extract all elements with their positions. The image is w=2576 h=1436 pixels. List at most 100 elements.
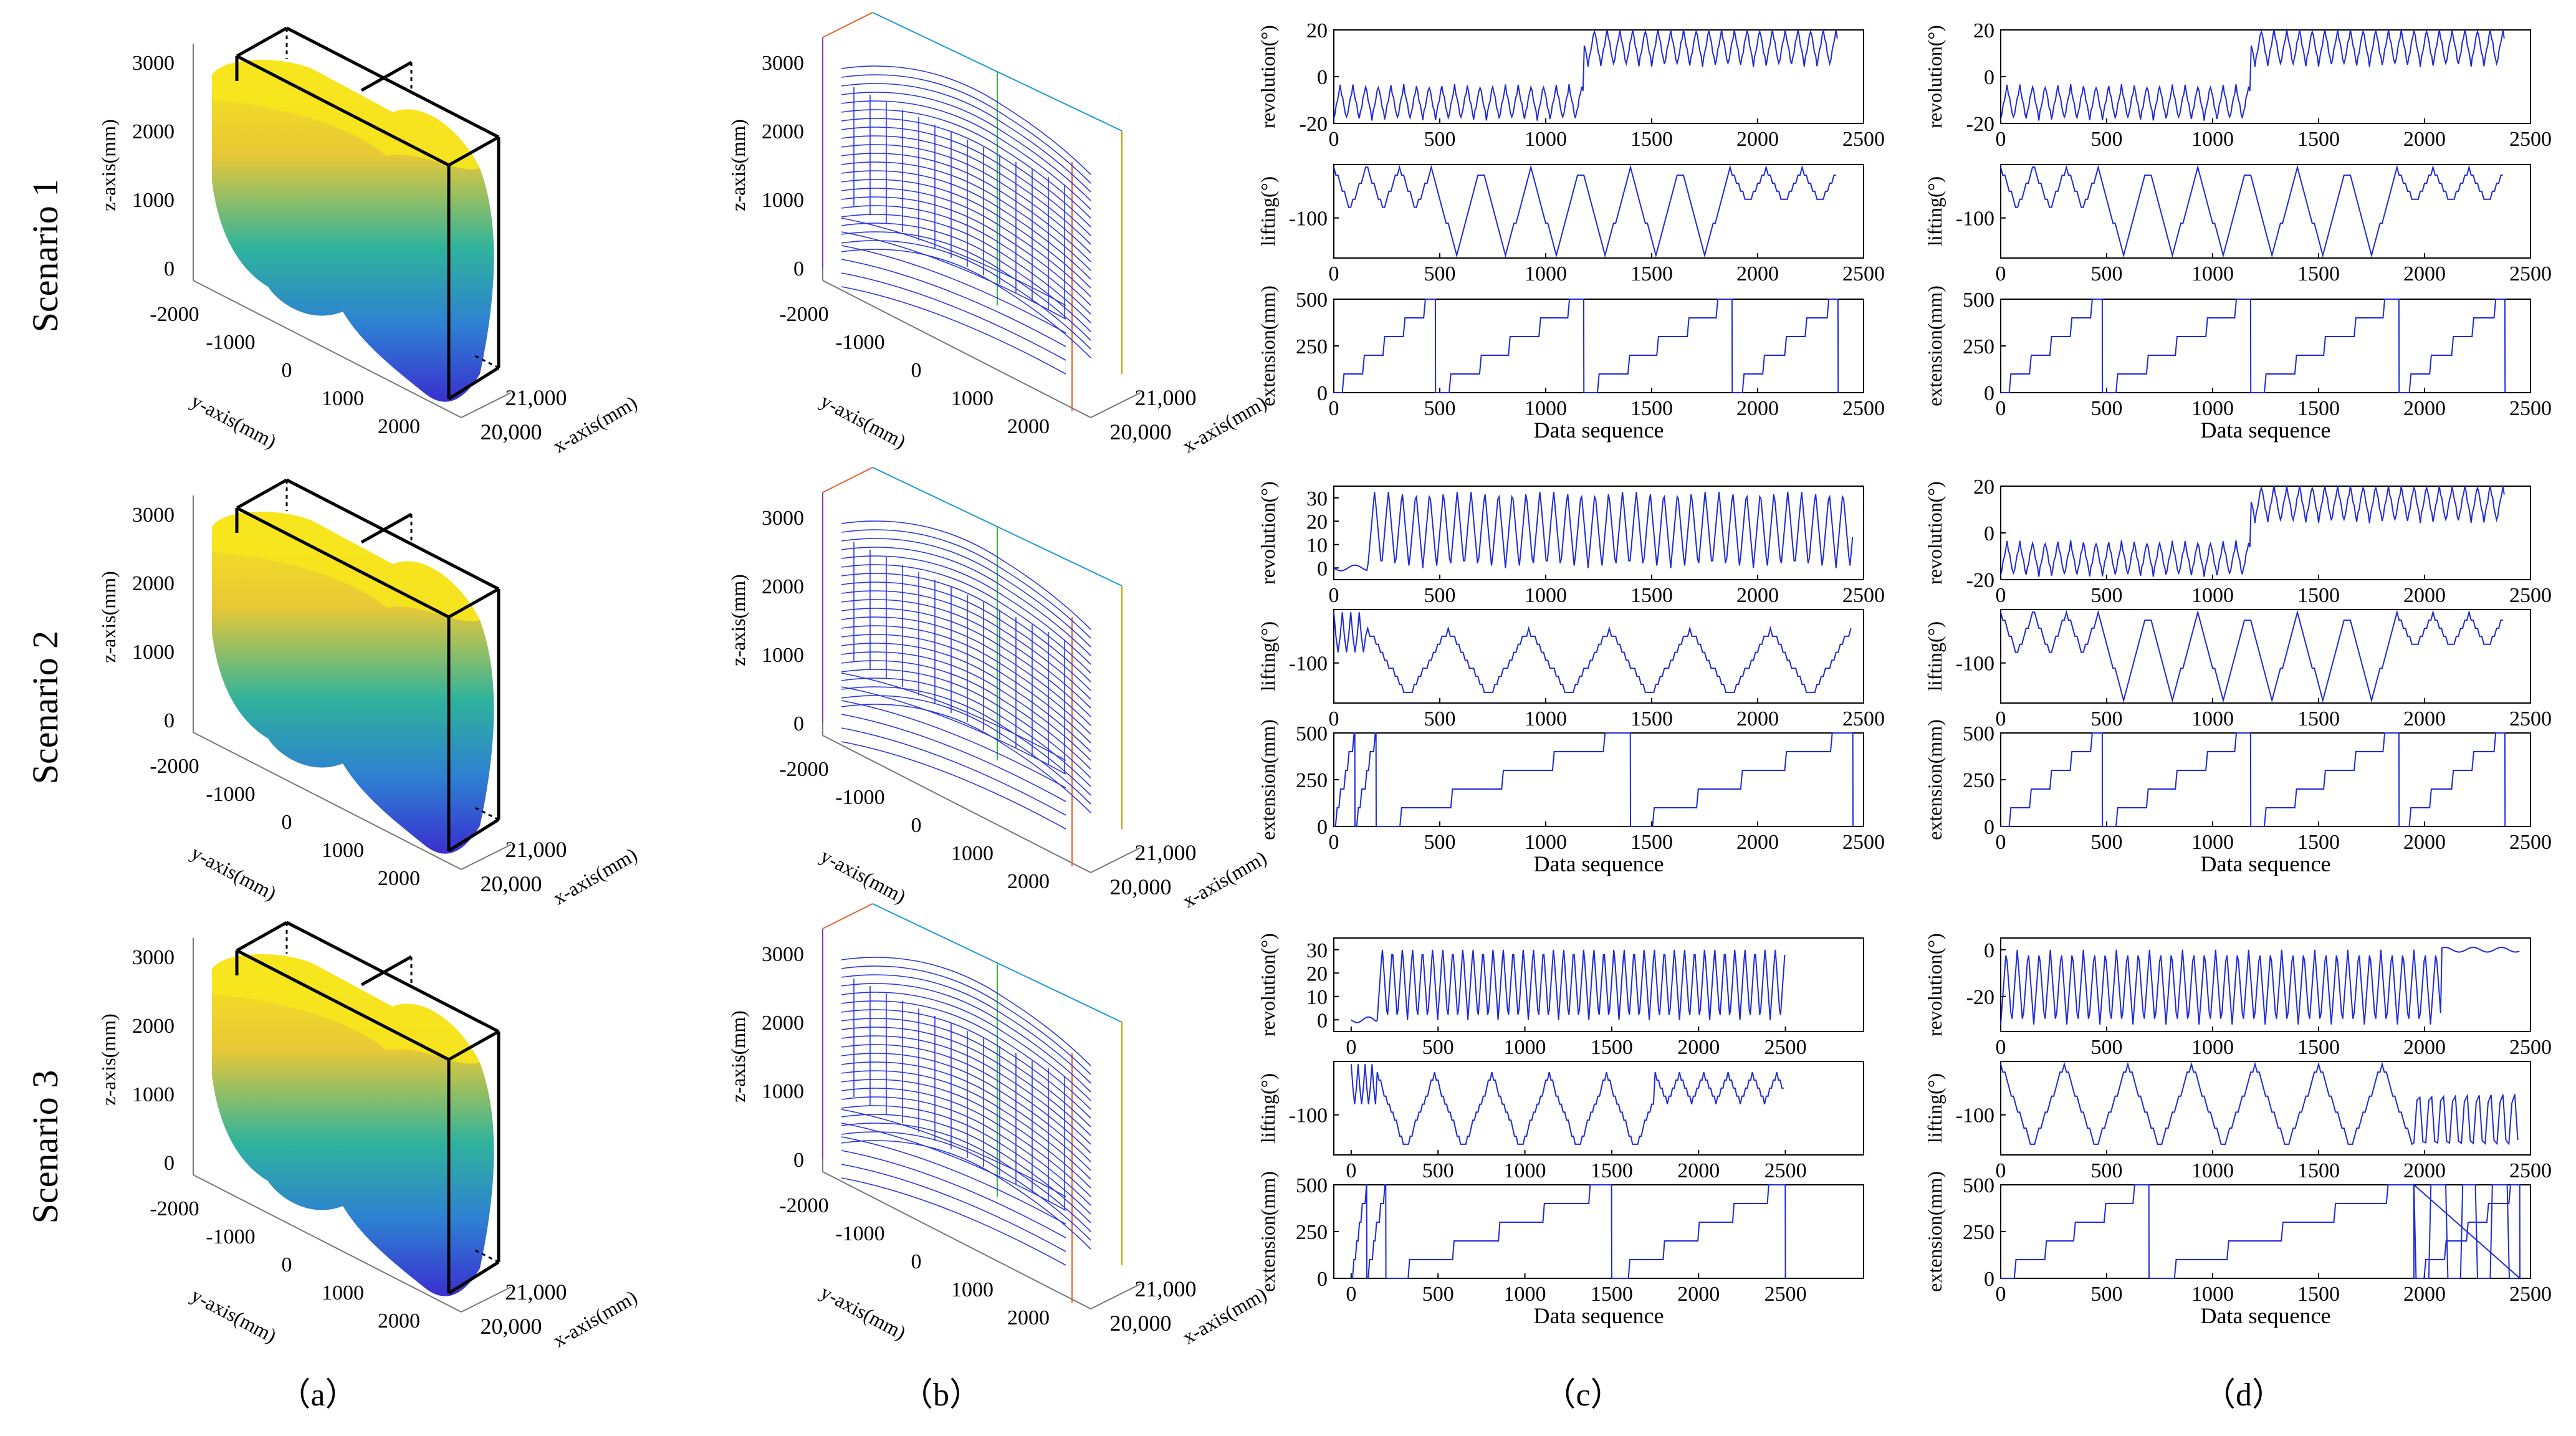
series-line: [1333, 29, 1838, 121]
x-axis-line: [461, 844, 512, 870]
trajectory-arc: [841, 582, 1091, 691]
y-tick-label: -2000: [150, 1197, 199, 1220]
x-axis-line: [1090, 1283, 1141, 1309]
trajectory-arc: [841, 161, 1091, 271]
x-tick-label: 2000: [1736, 397, 1779, 420]
y-tick-label: 1000: [951, 842, 994, 865]
x-tick-label: 500: [1424, 831, 1456, 854]
x-tick-label: 500: [1422, 1283, 1454, 1306]
x-tick-label: 20,000: [481, 1314, 542, 1339]
trajectory-arc: [841, 231, 1091, 341]
x-tick-label: 500: [1422, 1159, 1454, 1182]
x-tick-label: 2500: [2509, 262, 2552, 285]
y-tick-label: 30: [1306, 939, 1328, 962]
trajectory-arc: [841, 529, 1091, 639]
trajectory-arc: [841, 599, 1091, 709]
y-tick-label: 20: [1306, 962, 1328, 985]
z-tick-label: 2000: [762, 575, 804, 598]
subplot-d2-2: 0 250 500 extension(mm) 0 500 1000 1500 2000 2500: [1923, 719, 2552, 854]
series-line: [2000, 486, 2505, 577]
y-tick-label: 20: [1306, 510, 1328, 534]
series-line: [1333, 612, 1852, 693]
x-tick-label: 500: [1424, 262, 1456, 285]
x-tick-label: 500: [2091, 1159, 2123, 1182]
x-tick-label: 1500: [2297, 831, 2340, 854]
y-tick-label: 0: [911, 359, 922, 382]
trajectory-lower-arc: [841, 1109, 1066, 1197]
x-tick-label: 0: [1346, 1283, 1356, 1306]
x-axis-label: Data sequence: [2201, 418, 2331, 443]
subplot-frame: [2000, 1184, 2531, 1279]
y-tick-label: -100: [1289, 208, 1328, 231]
x-tick-label: 1000: [1525, 707, 1567, 730]
z-axis-label: z-axis(mm): [727, 1010, 749, 1103]
series-line: [2000, 610, 2503, 703]
trajectory-arc: [841, 616, 1091, 726]
x-tick-label: 0: [1996, 397, 2006, 420]
x-tick-label: 1500: [2297, 128, 2340, 151]
bounding-box-edge: [822, 467, 873, 493]
x-tick-label: 500: [2091, 1283, 2123, 1306]
subplot-frame: [1333, 29, 1864, 124]
panel-b-trajectory-plot-2: 0 1000 2000 3000 z-axis(mm) -2000 -1000 0 1000 20…: [727, 467, 1270, 912]
trajectory-lower-arc: [841, 686, 1066, 775]
trajectory-arc: [841, 651, 1091, 761]
x-tick-label: 2000: [2403, 584, 2446, 607]
subplot-frame: [2000, 164, 2531, 259]
trajectory-arc: [841, 1035, 1091, 1145]
bounding-box-edge: [448, 818, 500, 853]
x-tick-label: 500: [2091, 584, 2123, 607]
y-tick-label: 2000: [1007, 1306, 1050, 1329]
x-tick-label: 1500: [1630, 707, 1673, 730]
z-tick-label: 1000: [762, 644, 804, 667]
subplot-c1-1: -100 lifting(°) 0 500 1000 1500 2000 2500: [1257, 164, 1885, 285]
y-tick-label: -2000: [779, 303, 828, 326]
column-label-a: （a）: [278, 1377, 357, 1413]
x-tick-label: 2500: [1842, 707, 1885, 730]
y-tick-label: 250: [1963, 769, 1994, 792]
x-tick-label: 2500: [2509, 584, 2552, 607]
series-line: [1351, 1184, 1786, 1279]
y-tick-label: -20: [1966, 986, 1994, 1009]
y-tick-label: 1000: [951, 387, 994, 410]
y-tick-label: 0: [911, 814, 922, 837]
bounding-box-edge: [448, 366, 500, 401]
x-tick-label: 1500: [2297, 262, 2340, 285]
y-axis-line: [822, 1171, 1091, 1309]
z-tick-label: 0: [793, 712, 804, 735]
y-axis-label: y-axis(mm): [188, 1283, 280, 1347]
trajectory-arc: [841, 625, 1091, 735]
x-axis-label: Data sequence: [1534, 1303, 1664, 1328]
x-tick-label: 500: [2091, 262, 2123, 285]
x-tick-label: 2500: [2509, 397, 2552, 420]
trajectory-arc: [841, 643, 1091, 752]
x-tick-label: 1500: [2297, 707, 2340, 730]
y-tick-label: -100: [1956, 1104, 1994, 1127]
trajectory-arc: [841, 1070, 1091, 1180]
z-tick-label: 2000: [762, 120, 804, 143]
x-tick-label: 1000: [2191, 262, 2234, 285]
trajectory-arc: [841, 83, 1091, 193]
trajectory-arc: [841, 1140, 1091, 1250]
x-tick-label: 1000: [2191, 707, 2234, 730]
y-axis-label: extension(mm): [1923, 1171, 1946, 1292]
panel-a-surface-plot-1: 0 1000 2000 3000 z-axis(mm) -2000 -1000 0 1000 20…: [97, 26, 641, 457]
y-tick-label: 250: [1963, 335, 1994, 358]
trajectory-arc: [841, 992, 1091, 1101]
trajectory-arc: [841, 1027, 1091, 1136]
trajectory-arc: [841, 170, 1091, 280]
bounding-box-edge: [285, 26, 500, 139]
x-tick-label: 0: [1346, 1159, 1356, 1182]
x-tick-label: 2000: [1736, 584, 1779, 607]
z-tick-label: 2000: [762, 1012, 804, 1035]
y-tick-label: 0: [1984, 66, 1994, 89]
x-tick-label: 1000: [1504, 1159, 1546, 1182]
x-tick-label: 0: [1996, 128, 2006, 151]
trajectory-arc: [841, 1009, 1091, 1119]
x-tick-label: 20,000: [1110, 419, 1172, 444]
y-tick-label: 30: [1306, 487, 1328, 510]
y-axis-label: y-axis(mm): [817, 389, 910, 452]
trajectory-arc: [841, 974, 1091, 1084]
trajectory-traces: [841, 65, 1091, 375]
